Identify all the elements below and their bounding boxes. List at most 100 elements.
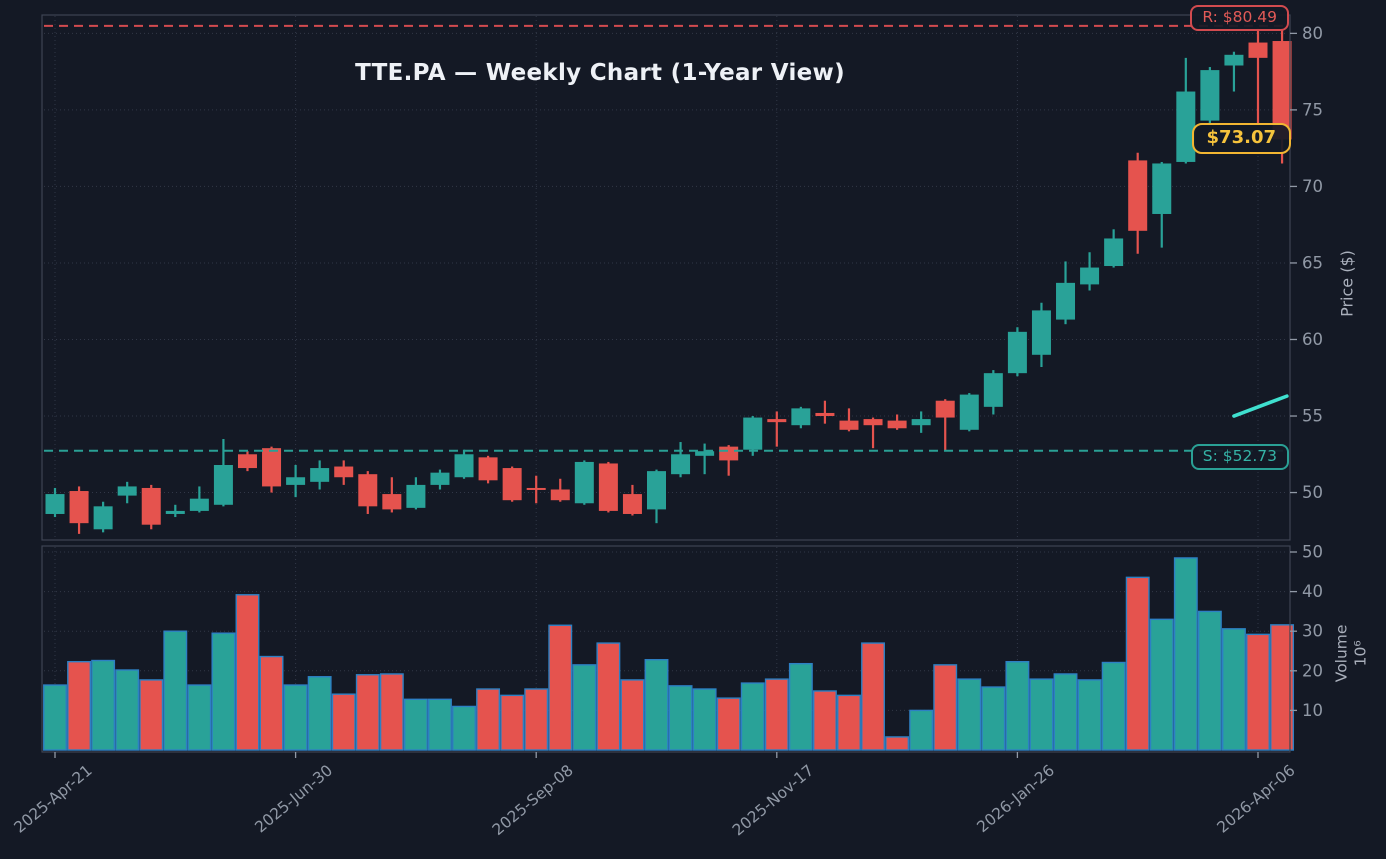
- price-tick-label: 65: [1302, 253, 1323, 272]
- volume-bar: [524, 688, 549, 751]
- candle-body: [262, 448, 282, 487]
- price-tick-label: 50: [1302, 483, 1323, 502]
- support-label: S: $52.73: [1190, 444, 1289, 470]
- candle-body: [1031, 310, 1051, 355]
- candle-body: [935, 400, 955, 418]
- date-tick-label: 2025-Sep-08: [489, 761, 577, 839]
- volume-bar: [981, 686, 1006, 751]
- volume-bar: [379, 673, 404, 751]
- candle-body: [911, 419, 931, 426]
- candle-body: [959, 394, 979, 430]
- volume-bar: [403, 698, 428, 751]
- price-tick-label: 55: [1302, 407, 1323, 426]
- volume-bar: [163, 630, 188, 751]
- price-tick-label: 70: [1302, 177, 1323, 196]
- volume-bar: [355, 674, 380, 751]
- candle-body: [1007, 331, 1027, 374]
- volume-axis-unit: 10⁶: [1352, 640, 1370, 667]
- volume-bar: [716, 697, 741, 751]
- price-panel-spine: [41, 14, 1291, 541]
- candle-body: [478, 457, 498, 481]
- volume-bar: [788, 662, 813, 751]
- candle-body: [550, 489, 570, 501]
- price-tick-label: 60: [1302, 330, 1323, 349]
- candle-body: [598, 463, 618, 511]
- volume-bar: [331, 693, 356, 751]
- candle-body: [189, 498, 209, 511]
- volume-bar: [428, 698, 452, 751]
- candle-body: [45, 494, 65, 514]
- candle-body: [430, 472, 450, 485]
- price-tick-label: 75: [1302, 100, 1323, 119]
- volume-bar: [885, 736, 910, 751]
- volume-bar: [837, 694, 861, 751]
- date-tick-label: 2026-Apr-06: [1214, 761, 1299, 836]
- trend-line: [1232, 394, 1289, 418]
- candles-layer: [45, 28, 1292, 534]
- volume-bar: [572, 664, 597, 751]
- candle-body: [1272, 41, 1292, 140]
- candle-body: [93, 506, 113, 530]
- volume-bar: [957, 678, 982, 751]
- candle-body: [69, 491, 89, 524]
- volume-bar: [1101, 661, 1126, 751]
- volume-bar: [259, 655, 284, 751]
- chart-title: TTE.PA — Weekly Chart (1-Year View): [355, 60, 845, 86]
- volume-bar: [500, 694, 525, 751]
- candle-body: [815, 412, 835, 417]
- candle-body: [743, 417, 763, 450]
- candle-body: [286, 477, 306, 485]
- volume-bar: [476, 688, 501, 751]
- candle-body: [1224, 54, 1244, 66]
- candle-body: [454, 454, 474, 478]
- volume-bar: [1270, 624, 1295, 751]
- price-axis-title: Price ($): [1337, 250, 1357, 317]
- candle-body: [1104, 238, 1124, 267]
- volume-bar: [668, 685, 693, 751]
- volume-tick-label: 50: [1302, 543, 1323, 562]
- candle-body: [695, 451, 715, 456]
- date-tick-label: 2025-Apr-21: [11, 761, 96, 836]
- candle-body: [237, 454, 257, 469]
- volume-tick-label: 40: [1302, 582, 1323, 601]
- volume-bar: [187, 684, 212, 751]
- volume-bar: [115, 669, 140, 751]
- volume-bar: [548, 624, 573, 751]
- volume-bar: [91, 659, 116, 751]
- volume-bar: [452, 705, 476, 751]
- candle-body: [1248, 42, 1268, 58]
- volume-axis-label: Volume: [1332, 624, 1351, 683]
- candle-body: [839, 420, 859, 430]
- candle-body: [1128, 160, 1148, 231]
- resistance-label: R: $80.49: [1190, 5, 1289, 31]
- candle-body: [165, 510, 185, 514]
- annotation-lines: [44, 24, 1288, 452]
- candle-body: [117, 486, 137, 496]
- candle-body: [1056, 282, 1076, 320]
- volume-tick-label: 10: [1302, 701, 1323, 720]
- candle-body: [1176, 91, 1196, 162]
- volume-bar: [211, 632, 236, 751]
- candle-body: [213, 465, 233, 505]
- volume-bar: [1053, 673, 1078, 751]
- volume-bar: [1173, 557, 1198, 751]
- volume-bar: [620, 679, 645, 751]
- volume-tick-label: 30: [1302, 622, 1323, 641]
- candle-body: [863, 419, 883, 426]
- volume-bar: [812, 690, 837, 751]
- volume-bar: [909, 709, 934, 751]
- candle-body: [310, 468, 330, 482]
- volume-bar: [861, 642, 885, 751]
- candle-body: [719, 446, 739, 461]
- candle-body: [887, 420, 907, 429]
- candle-body: [526, 487, 546, 490]
- date-tick-label: 2026-Jan-26: [974, 761, 1058, 836]
- volume-axis-title: Volume 10⁶: [1333, 593, 1372, 713]
- candle-body: [647, 471, 666, 510]
- volume-bar: [1077, 679, 1102, 751]
- volume-bar: [1005, 660, 1030, 751]
- candle-body: [406, 484, 426, 508]
- volume-bar: [740, 682, 765, 751]
- date-tick-label: 2025-Jun-30: [251, 761, 336, 836]
